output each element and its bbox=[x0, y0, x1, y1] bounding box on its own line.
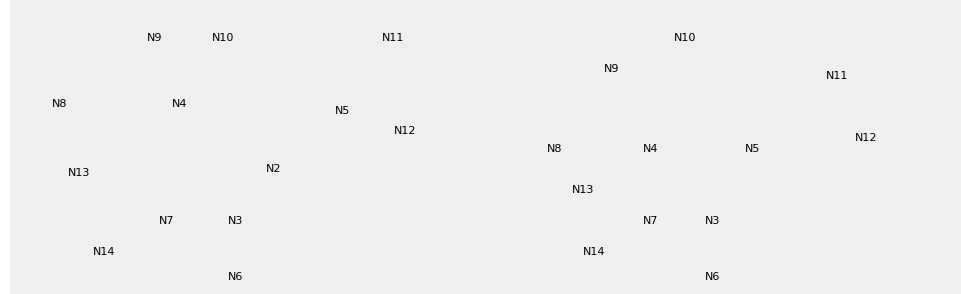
Text: N13: N13 bbox=[571, 185, 594, 195]
Text: N6: N6 bbox=[704, 272, 720, 282]
Text: N8: N8 bbox=[546, 144, 562, 154]
Text: N13: N13 bbox=[67, 168, 89, 178]
Text: N5: N5 bbox=[744, 144, 759, 154]
Text: N7: N7 bbox=[642, 216, 658, 226]
Text: N2: N2 bbox=[265, 164, 281, 174]
Text: N12: N12 bbox=[853, 133, 876, 143]
Text: N4: N4 bbox=[642, 144, 658, 154]
Text: N14: N14 bbox=[92, 248, 115, 258]
Text: N3: N3 bbox=[704, 216, 720, 226]
Text: N9: N9 bbox=[603, 64, 618, 74]
Text: N11: N11 bbox=[382, 33, 404, 43]
Text: N12: N12 bbox=[394, 126, 416, 136]
Text: N8: N8 bbox=[52, 99, 67, 109]
Text: N9: N9 bbox=[146, 33, 161, 43]
Text: N11: N11 bbox=[825, 71, 848, 81]
Text: N6: N6 bbox=[228, 272, 243, 282]
Text: N7: N7 bbox=[159, 216, 174, 226]
Text: N4: N4 bbox=[171, 99, 186, 109]
Text: N10: N10 bbox=[212, 33, 234, 43]
Text: N10: N10 bbox=[673, 33, 695, 43]
Text: N5: N5 bbox=[334, 106, 350, 116]
Text: N14: N14 bbox=[582, 248, 604, 258]
Text: N3: N3 bbox=[228, 216, 243, 226]
